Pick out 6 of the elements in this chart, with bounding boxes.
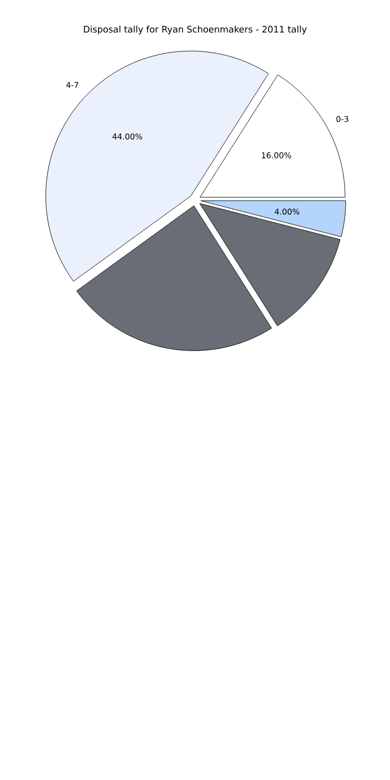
data-label: 4.00%: [274, 208, 300, 215]
chart-title: Disposal tally for Ryan Schoenmakers - 2011 tally: [84, 26, 307, 34]
slice-label: 4-7: [66, 82, 78, 88]
data-label: 44.00%: [112, 133, 142, 140]
slice-label: 0-3: [336, 116, 348, 122]
data-label: 16.00%: [262, 152, 292, 158]
